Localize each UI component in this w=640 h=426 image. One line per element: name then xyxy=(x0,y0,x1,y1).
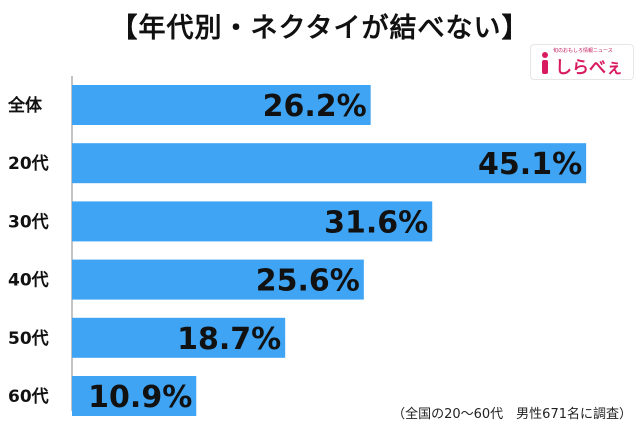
bar-4 xyxy=(72,317,286,358)
bar-3 xyxy=(72,259,364,300)
category-label: 全体 xyxy=(7,95,43,116)
info-i-icon xyxy=(542,52,548,74)
logo-text: しらべぇ xyxy=(555,58,623,78)
logo-tagline: 旬のおもしろ情報ニュース xyxy=(553,48,613,54)
category-label: 60代 xyxy=(8,386,49,407)
category-label: 20代 xyxy=(8,153,49,174)
value-label: 10.9% xyxy=(88,380,192,415)
value-label: 26.2% xyxy=(263,89,367,124)
category-label: 50代 xyxy=(8,328,49,349)
bar-0 xyxy=(72,85,371,125)
bar-group: 全体 26.2% 20代 45.1% 30代 31.6% 40代 25.6% 50代 18.7% 6… xyxy=(7,85,587,416)
category-label: 30代 xyxy=(8,211,49,232)
value-label: 31.6% xyxy=(324,205,428,240)
value-label: 18.7% xyxy=(177,322,281,357)
chart-title: 【年代別・ネクタイが結べない】 xyxy=(110,13,530,44)
value-label: 45.1% xyxy=(478,147,582,182)
bar-5 xyxy=(72,376,197,416)
category-label: 40代 xyxy=(8,270,49,291)
shirabee-logo[interactable]: 旬のおもしろ情報ニュース しらべぇ xyxy=(530,44,634,80)
bar-2 xyxy=(72,201,433,242)
value-label: 25.6% xyxy=(256,264,360,299)
survey-footnote: （全国の20～60代 男性671名に調査） xyxy=(392,407,632,422)
bar-1 xyxy=(72,143,587,184)
